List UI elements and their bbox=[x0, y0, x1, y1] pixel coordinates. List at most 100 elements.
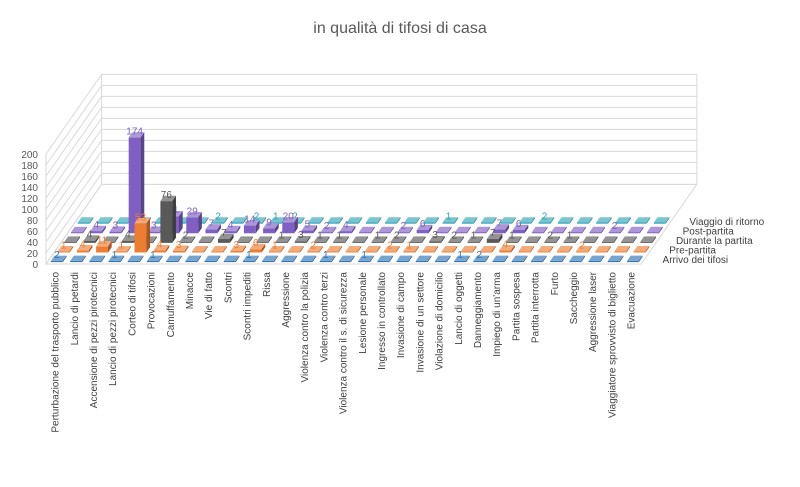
bar-top bbox=[500, 217, 516, 223]
bar bbox=[626, 260, 639, 263]
bar-top bbox=[576, 217, 593, 223]
bar-top bbox=[434, 255, 451, 261]
x-tick-label: Violazione di domicilio bbox=[435, 272, 446, 371]
data-label: 4 bbox=[125, 230, 131, 241]
bar-top bbox=[493, 224, 510, 230]
bar-top bbox=[263, 223, 279, 229]
bar-top bbox=[499, 245, 515, 251]
bar bbox=[525, 241, 538, 243]
data-label: 7 bbox=[221, 228, 227, 239]
bar-top bbox=[153, 245, 170, 251]
bar-side bbox=[619, 255, 624, 263]
bar bbox=[551, 232, 563, 234]
bar-top bbox=[601, 236, 618, 242]
data-label: 2 bbox=[612, 221, 618, 232]
bar-top bbox=[326, 246, 343, 252]
bar bbox=[531, 232, 544, 234]
bar bbox=[460, 251, 473, 253]
bar-top bbox=[108, 255, 125, 261]
bar bbox=[166, 260, 179, 263]
bar-top bbox=[77, 217, 94, 223]
bar bbox=[538, 222, 551, 224]
bar bbox=[300, 260, 313, 263]
bar-side bbox=[600, 255, 605, 263]
bar-side bbox=[197, 255, 201, 263]
bar bbox=[338, 260, 351, 263]
bar-top bbox=[615, 217, 631, 223]
bar-top bbox=[358, 255, 374, 261]
bar-top bbox=[102, 236, 119, 242]
bar bbox=[359, 232, 371, 234]
data-label: 9 bbox=[266, 217, 272, 228]
bar-top bbox=[396, 255, 413, 261]
data-label: 2 bbox=[452, 231, 458, 242]
bar-top bbox=[442, 217, 459, 223]
bar bbox=[621, 241, 634, 243]
bar-side bbox=[140, 132, 145, 234]
bar-top bbox=[319, 255, 336, 261]
bar-side bbox=[645, 246, 650, 253]
bar-top bbox=[339, 225, 356, 232]
bar-top bbox=[146, 255, 163, 261]
bar-side bbox=[562, 255, 566, 263]
bar bbox=[224, 231, 237, 234]
bar-side bbox=[89, 217, 94, 224]
bar-side bbox=[236, 225, 241, 234]
bar bbox=[492, 260, 505, 263]
bar-side bbox=[350, 255, 355, 263]
bar-top bbox=[121, 235, 138, 241]
bar-top bbox=[474, 226, 490, 233]
y-tick-label: 100 bbox=[21, 205, 38, 216]
x-tick-label: Lancio di petardi bbox=[70, 272, 81, 345]
bar bbox=[627, 232, 640, 234]
bar-top bbox=[467, 236, 484, 242]
bar-top bbox=[653, 217, 670, 223]
data-label: 2 bbox=[477, 250, 483, 261]
bar-top bbox=[57, 246, 74, 252]
bar-top bbox=[70, 255, 86, 261]
bar bbox=[378, 232, 391, 234]
data-label: 2 bbox=[579, 240, 585, 251]
bar bbox=[500, 222, 513, 224]
bar-side bbox=[472, 246, 477, 253]
bar-top bbox=[301, 225, 318, 231]
bar-side bbox=[505, 224, 510, 234]
bar-top bbox=[551, 226, 567, 233]
bar bbox=[231, 222, 244, 224]
data-label: 2 bbox=[401, 221, 407, 232]
x-tick-label: Invasione di un settore bbox=[415, 272, 426, 373]
bar bbox=[243, 225, 256, 234]
bar-side bbox=[427, 255, 432, 263]
bar bbox=[50, 260, 63, 263]
bar bbox=[249, 249, 262, 253]
bar-top bbox=[282, 217, 298, 223]
bar-side bbox=[562, 226, 567, 234]
bar-side bbox=[62, 255, 67, 263]
bar-top bbox=[626, 255, 643, 261]
bar-top bbox=[96, 241, 112, 247]
bar-top bbox=[71, 226, 87, 233]
x-tick-label: Partita sospesa bbox=[511, 272, 522, 341]
bar-side bbox=[638, 255, 643, 263]
x-tick-label: Lancio di oggetti bbox=[454, 272, 465, 345]
bar-top bbox=[416, 224, 433, 230]
bar-side bbox=[235, 255, 240, 263]
data-label: 2 bbox=[292, 211, 298, 222]
bar bbox=[352, 241, 365, 243]
bar-side bbox=[627, 217, 631, 224]
bar bbox=[70, 260, 83, 263]
bar-side bbox=[364, 236, 368, 243]
bar-top bbox=[346, 217, 363, 223]
bar-side bbox=[191, 236, 196, 243]
bar-top bbox=[480, 217, 497, 223]
data-label: 1 bbox=[567, 231, 573, 242]
data-label: 2 bbox=[254, 211, 260, 222]
bar-side bbox=[396, 217, 401, 224]
bar-top bbox=[505, 236, 522, 242]
bar bbox=[390, 241, 403, 243]
data-label: 3 bbox=[176, 240, 182, 251]
bar-side bbox=[82, 226, 87, 234]
bar bbox=[557, 222, 570, 224]
bar-side bbox=[313, 225, 318, 234]
